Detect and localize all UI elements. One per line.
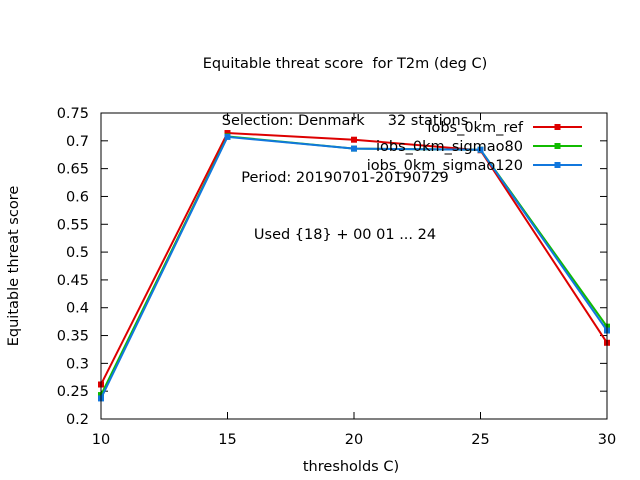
legend-marker [554, 124, 561, 130]
title-line-3: Period: 20190701-20190729 [241, 170, 449, 186]
y-tick-label: 0.75 [57, 106, 89, 122]
y-tick-label: 0.7 [66, 134, 89, 150]
y-tick-label: 0.3 [66, 356, 89, 372]
chart-title: Equitable threat score for T2m (deg C) S… [0, 17, 640, 264]
y-tick-label: 0.25 [57, 384, 89, 400]
x-tick-label: 15 [218, 432, 236, 448]
x-tick-label: 20 [345, 432, 363, 448]
y-tick-label: 0.4 [66, 301, 89, 317]
data-point [351, 136, 357, 143]
y-tick-label: 0.35 [57, 329, 89, 345]
y-tick-label: 0.65 [57, 162, 89, 178]
data-point [224, 133, 231, 140]
y-tick-label: 0.45 [57, 273, 89, 289]
legend-label: iobs_0km_ref [427, 120, 523, 136]
x-tick-label: 30 [598, 432, 616, 448]
x-axis-label: thresholds C) [303, 459, 399, 475]
title-line-1: Equitable threat score for T2m (deg C) [202, 56, 488, 72]
y-tick-label: 0.6 [66, 189, 89, 205]
legend: iobs_0km_ref iobs_0km_sigmao80 iobs_0km_si… [367, 120, 582, 174]
data-point [477, 146, 484, 153]
series-line-iobs_0km_sigmao80 [100, 135, 608, 396]
x-tick-label: 10 [92, 432, 110, 448]
data-series [98, 130, 610, 402]
title-line-4: Used {18} + 00 01 ... 24 [253, 227, 437, 243]
y-tick-label: 0.2 [66, 412, 89, 428]
series-line-iobs_0km_ref [100, 131, 608, 385]
data-point [224, 130, 231, 137]
legend-marker [554, 162, 561, 168]
series-line-iobs_0km_sigmao120 [100, 135, 608, 399]
data-point [351, 145, 357, 152]
title-line-2: Selection: Denmark 32 stations [221, 113, 469, 129]
y-axis-label: Equitable threat score [6, 186, 22, 347]
plot-frame [100, 112, 608, 420]
legend-label: iobs_0km_sigmao80 [376, 139, 523, 155]
y-tick-label: 0.5 [66, 245, 89, 261]
axis-ticks: 0.2 0.25 0.3 0.35 0.4 0.45 0.5 0.55 0.6 0.65 0.7 0.… [57, 106, 617, 448]
legend-label: iobs_0km_sigmao120 [367, 158, 523, 174]
legend-marker [554, 143, 561, 149]
y-tick-label: 0.55 [57, 217, 89, 233]
x-tick-label: 25 [471, 432, 489, 448]
